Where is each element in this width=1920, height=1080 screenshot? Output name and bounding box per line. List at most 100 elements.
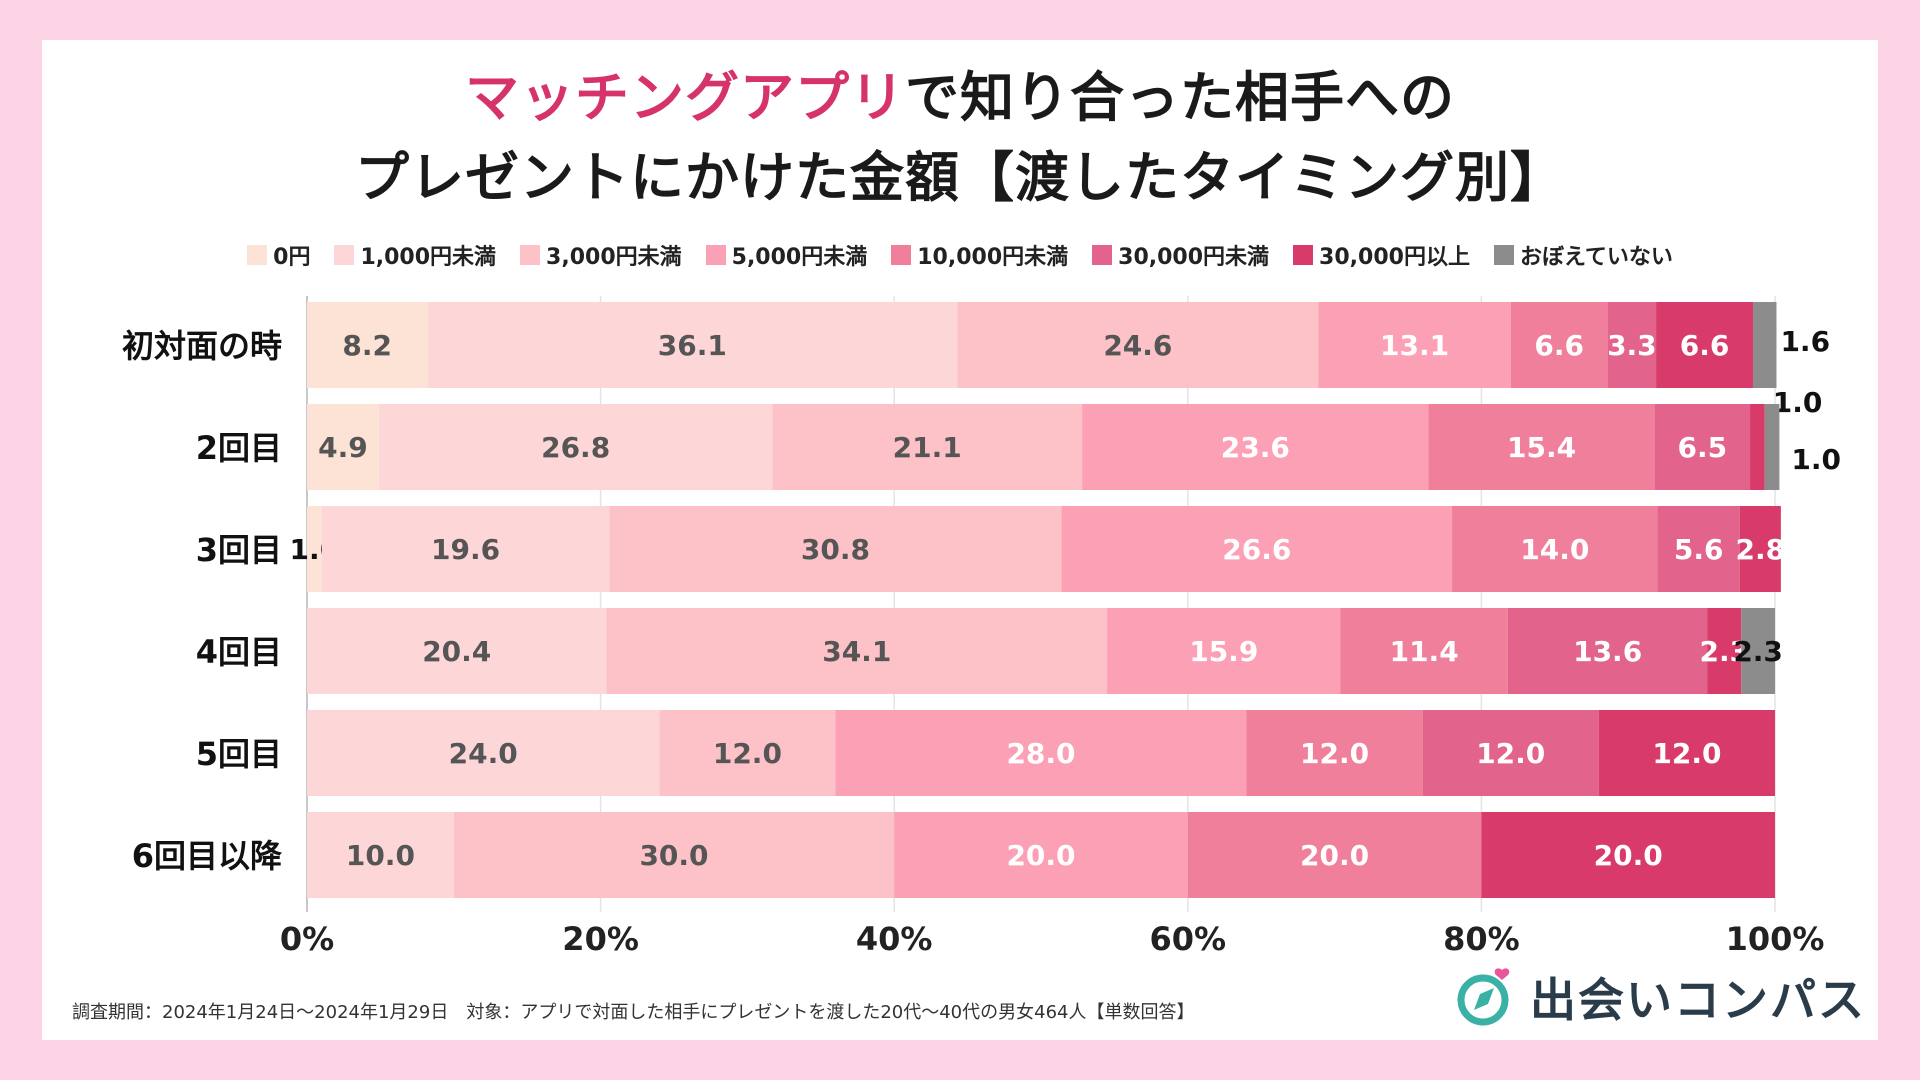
data-label: 14.0 [1520,533,1589,566]
data-label: 5.6 [1674,533,1724,566]
legend-label: 5,000円未満 [731,245,868,270]
legend-swatch [247,245,268,265]
data-label: 20.0 [1300,839,1369,872]
category-label: 3回目 [196,531,282,569]
bar-segment [1082,404,1429,490]
data-label: 36.1 [658,329,727,362]
bar-segment [307,404,379,490]
data-label: 12.0 [713,737,782,770]
data-label: 12.0 [1652,737,1721,770]
brand-name: 出会いコンパス [1530,973,1866,1027]
bar-segment [1318,302,1511,388]
bar-segment [307,710,660,796]
data-label: 26.8 [541,431,610,464]
legend-swatch [891,245,912,265]
bar-segment [1428,404,1655,490]
data-label: 6.5 [1678,431,1728,464]
bar-segment [1187,812,1482,898]
data-label: 2.8 [1736,533,1786,566]
legend-item: 10,000円未満 [891,239,1068,271]
legend-item: 3,000円未満 [520,239,682,271]
bar-segment [1607,302,1657,388]
category-label: 初対面の時 [122,327,282,365]
legend-label: 1,000円未満 [360,245,497,270]
bar-segment [1246,710,1423,796]
data-label: 11.4 [1390,635,1459,668]
x-tick-label: 80% [1443,920,1520,958]
brand-logo: 出会いコンパス [1452,962,1866,1032]
legend: 0円 1,000円未満 3,000円未満 5,000円未満 10,000円未満 30,00… [42,238,1878,272]
chart-title: マッチングアプリで知り合った相手への プレゼントにかけた金額【渡したタイミング別… [42,58,1878,218]
data-label: 10.0 [346,839,415,872]
bar-segment [307,506,322,592]
legend-item: おぼえていない [1493,239,1673,271]
legend-label: 0円 [273,245,311,270]
title-line1: で知り合った相手への [905,66,1455,129]
data-label: 3.3 [1607,329,1657,362]
legend-item: 30,000円以上 [1293,239,1470,271]
legend-item: 5,000円未満 [705,239,868,271]
category-label: 2回目 [196,429,282,467]
title-line2: プレゼントにかけた金額【渡したタイミング別】 [355,146,1565,209]
data-label: 13.1 [1380,329,1449,362]
bar-segment [1422,710,1599,796]
bar-segment [1340,608,1508,694]
legend-label: 10,000円未満 [917,245,1069,270]
bar-segment [1750,404,1765,490]
data-label: 6.6 [1534,329,1584,362]
bar-segment [835,710,1247,796]
chart-card: マッチングアプリで知り合った相手への プレゼントにかけた金額【渡したタイミング別… [42,40,1878,1040]
data-label: 8.2 [342,329,392,362]
data-label: 6.6 [1680,329,1730,362]
bar-segment [1598,710,1775,796]
survey-footnote: 調査期間：2024年1月24日〜2024年1月29日 対象：アプリで対面した相手… [72,1002,1195,1023]
data-label: 12.0 [1476,737,1545,770]
data-label: 19.6 [431,533,500,566]
bar-segment [321,506,610,592]
bar-segment [307,302,428,388]
legend-swatch [334,245,355,265]
bar-segment [957,302,1319,388]
category-label: 5回目 [196,735,282,773]
legend-label: 3,000円未満 [546,245,682,270]
bar-segment [1452,506,1658,592]
legend-item: 0円 [247,239,310,271]
data-label: 2.3 [1733,635,1783,668]
bar-segment [894,812,1188,898]
data-label: 1.0 [1773,386,1823,419]
bar-segment [1657,506,1740,592]
x-tick-label: 60% [1150,920,1227,958]
data-label: 23.6 [1221,431,1290,464]
data-label: 2.3 [1700,635,1750,668]
bar-segment [1656,302,1753,388]
legend-label: おぼえていない [1519,245,1673,270]
stacked-bar-chart: 0% 20% 40% 60% 80% 100% 初対面の時 8.2 36.1 24.6 13.1 6.… [122,296,1841,958]
data-label: 21.1 [893,431,962,464]
x-tick-label: 40% [856,920,933,958]
bar-segment [1061,506,1453,592]
data-label: 20.0 [1006,839,1075,872]
data-label: 30.0 [639,839,708,872]
legend-label: 30,000円以上 [1319,245,1470,270]
bar-segment [1654,404,1751,490]
data-label: 1.6 [1780,325,1830,358]
legend-label: 30,000円未満 [1118,245,1270,270]
data-label: 20.0 [1594,839,1663,872]
data-label: 4.9 [318,431,368,464]
category-label: 6回目以降 [132,837,283,875]
data-label: 1.0 [1791,443,1841,476]
legend-item: 1,000円未満 [334,239,496,271]
bar-segment [1507,608,1708,694]
data-label: 12.0 [1300,737,1369,770]
data-label: 15.4 [1507,431,1576,464]
legend-swatch [1092,245,1113,265]
x-tick-label: 0% [280,920,334,958]
data-label: 30.8 [801,533,870,566]
category-label: 4回目 [196,633,282,671]
bar-segment [427,302,958,388]
bar-segment [1752,302,1777,388]
bar-segment [378,404,773,490]
bar-segment [1510,302,1608,388]
legend-swatch [1493,245,1514,265]
legend-swatch [705,245,726,265]
